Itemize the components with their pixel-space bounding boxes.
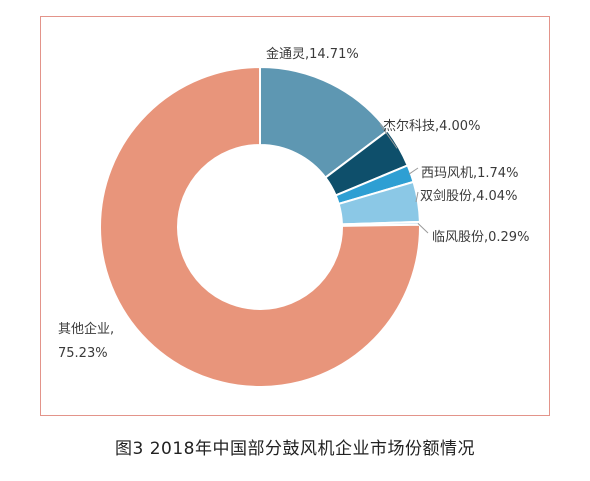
leader-line-4 [417, 222, 429, 234]
leader-line-2 [408, 167, 419, 175]
leader-line-3 [415, 191, 419, 203]
leader-line-1 [379, 123, 398, 149]
slice-label-others-value: 75.23% [58, 346, 108, 361]
slices-layer [99, 65, 421, 388]
donut-slice-5 [99, 65, 421, 388]
slice-label-linfeng: 临风股份,0.29% [432, 230, 529, 245]
slice-label-jintongling: 金通灵,14.71% [266, 46, 359, 62]
figure-caption: 图3 2018年中国部分鼓风机企业市场份额情况 [115, 439, 475, 459]
slice-label-xima: 西玛风机,1.74% [421, 166, 518, 181]
slice-label-jieer: 杰尔科技,4.00% [383, 119, 480, 134]
slice-label-others-name: 其他企业, [58, 321, 114, 337]
leader-lines-layer [379, 123, 429, 234]
slice-label-shuangjian: 双剑股份,4.04% [420, 188, 517, 204]
